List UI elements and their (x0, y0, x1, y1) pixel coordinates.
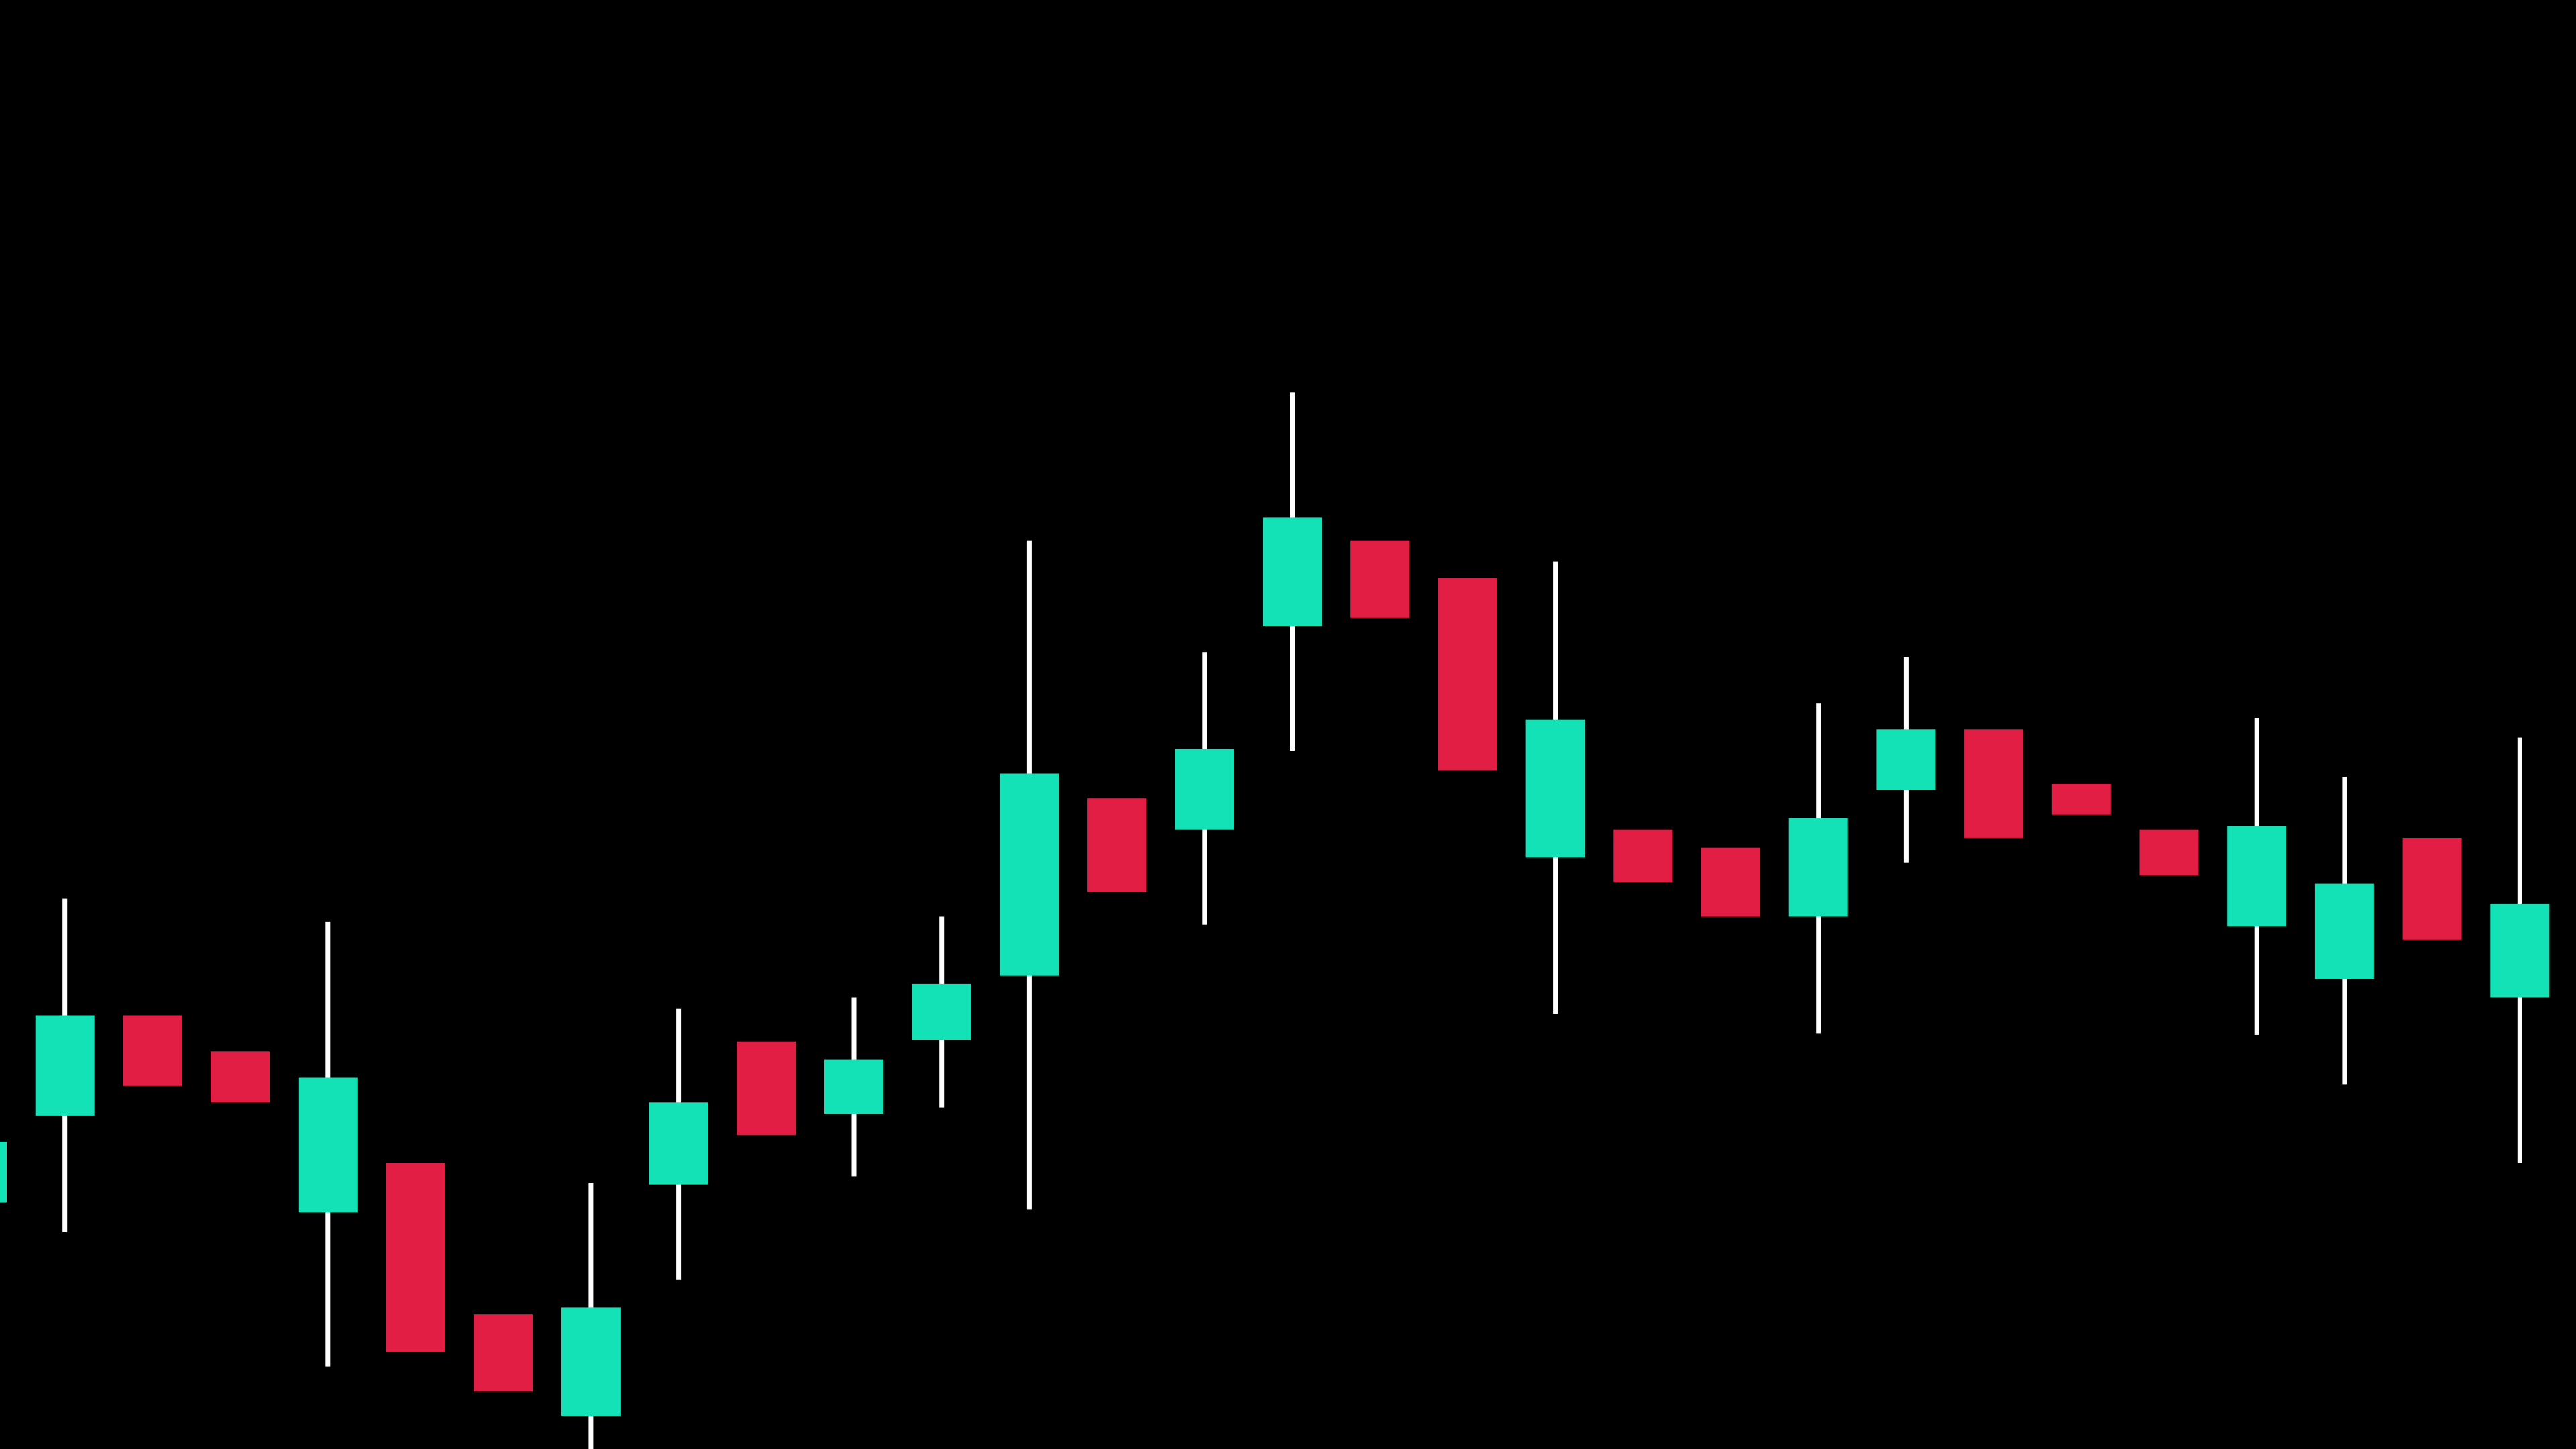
candle-body-16 (1350, 540, 1410, 618)
candle-body-22 (1876, 729, 1936, 790)
candle-up-7 (561, 1183, 621, 1449)
candle-body-23 (1964, 729, 2024, 838)
candle-body-1 (35, 1015, 95, 1116)
candle-body-6 (474, 1314, 533, 1392)
candle-down-24 (2051, 784, 2111, 815)
candle-up-1 (35, 898, 95, 1232)
candle-down-28 (2402, 838, 2462, 940)
candle-up-10 (824, 997, 883, 1177)
candle-body-13 (1087, 798, 1147, 892)
candle-down-17 (1438, 578, 1497, 771)
candle-body-29 (2490, 903, 2550, 998)
candle-body-11 (912, 983, 971, 1040)
candle-up-21 (1788, 703, 1848, 1034)
candle-up-26 (2227, 718, 2287, 1035)
candle-body-15 (1263, 517, 1322, 626)
candle-body-20 (1701, 847, 1760, 917)
candle-up-15 (1263, 392, 1322, 751)
candle-up-12 (1000, 540, 1059, 1210)
candle-body-5 (386, 1163, 445, 1352)
candle-up-29 (2490, 737, 2550, 1163)
candle-body-17 (1438, 578, 1497, 771)
candle-body-9 (737, 1041, 796, 1136)
candle-body-28 (2402, 838, 2462, 940)
candle-down-2 (123, 1015, 182, 1086)
candle-body-14 (1175, 749, 1234, 830)
candle-body-27 (2314, 883, 2374, 979)
candle-up-8 (649, 1008, 708, 1280)
candle-down-13 (1087, 798, 1147, 892)
candle-up-4 (298, 921, 358, 1367)
candle-body-4 (298, 1077, 358, 1213)
candle-down-25 (2139, 829, 2199, 876)
candle-up-18 (1525, 561, 1585, 1014)
candle-down-9 (737, 1041, 796, 1136)
candle-up-14 (1175, 652, 1234, 925)
candles-layer (0, 392, 2550, 1449)
candle-body-3 (211, 1051, 270, 1103)
candle-body-19 (1613, 829, 1673, 883)
candle-up-11 (912, 916, 971, 1108)
candle-down-23 (1964, 729, 2024, 838)
candle-down-20 (1701, 847, 1760, 917)
candle-body-21 (1788, 818, 1848, 917)
candle-down-3 (211, 1051, 270, 1103)
candle-down-5 (386, 1163, 445, 1352)
candle-body-24 (2051, 784, 2111, 815)
candle-down-6 (474, 1314, 533, 1392)
candle-body-25 (2139, 829, 2199, 876)
candle-body-8 (649, 1102, 708, 1185)
candle-down-19 (1613, 829, 1673, 883)
candle-body-7 (561, 1307, 621, 1416)
candle-up-22 (1876, 657, 1936, 863)
candle-up-27 (2314, 777, 2374, 1085)
candle-body-18 (1525, 719, 1585, 858)
candle-body-2 (123, 1015, 182, 1086)
candle-body-10 (824, 1059, 883, 1114)
candle-body-0 (0, 1142, 7, 1203)
candle-down-16 (1350, 540, 1410, 618)
candle-body-26 (2227, 826, 2287, 927)
candle-up-0 (0, 1142, 7, 1203)
candle-body-12 (1000, 773, 1059, 976)
